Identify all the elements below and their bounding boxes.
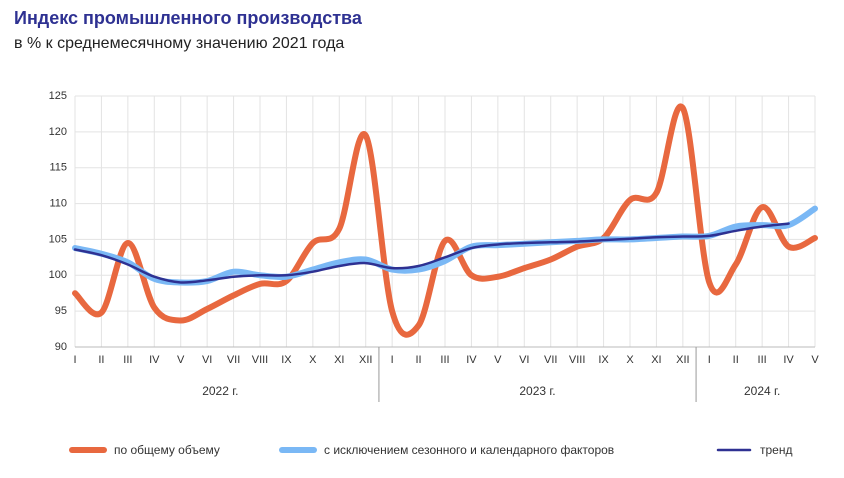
y-tick-label: 100 — [49, 269, 67, 281]
x-tick-label: XI — [334, 354, 344, 366]
x-tick-label: II — [98, 354, 104, 366]
year-label: 2023 г. — [519, 384, 555, 398]
x-tick-label: I — [391, 354, 394, 366]
x-tick-label: IV — [783, 354, 794, 366]
x-tick-label: XII — [359, 354, 372, 366]
line-series — [73, 222, 790, 284]
x-tick-label: V — [811, 354, 819, 366]
x-tick-label: X — [626, 354, 634, 366]
x-tick-label: VIII — [569, 354, 586, 366]
legend-label: по общему объему — [114, 443, 220, 457]
x-tick-label: IV — [466, 354, 477, 366]
x-tick-label: V — [494, 354, 502, 366]
x-tick-label: V — [177, 354, 185, 366]
line-series — [72, 103, 818, 338]
x-tick-label: VII — [227, 354, 240, 366]
x-tick-label: VI — [202, 354, 212, 366]
x-tick-label: X — [309, 354, 317, 366]
x-tick-label: VIII — [252, 354, 269, 366]
x-tick-label: III — [440, 354, 449, 366]
y-tick-label: 125 — [49, 90, 67, 102]
x-tick-label: XI — [651, 354, 661, 366]
y-tick-label: 115 — [49, 162, 67, 174]
legend-label: с исключением сезонного и календарного ф… — [324, 443, 614, 457]
x-tick-label: I — [73, 354, 76, 366]
legend-label: тренд — [760, 443, 792, 457]
y-tick-label: 105 — [49, 233, 67, 245]
chart-subtitle: в % к среднемесячному значению 2021 года — [14, 35, 344, 52]
y-tick-label: 95 — [55, 305, 67, 317]
x-tick-label: II — [733, 354, 739, 366]
x-tick-label: III — [758, 354, 767, 366]
x-tick-label: IX — [598, 354, 609, 366]
year-label: 2024 г. — [744, 384, 780, 398]
y-tick-label: 110 — [49, 197, 67, 209]
x-tick-label: VI — [519, 354, 529, 366]
x-tick-label: III — [123, 354, 132, 366]
x-tick-label: XII — [676, 354, 689, 366]
x-tick-label: IV — [149, 354, 160, 366]
year-label: 2022 г. — [202, 384, 238, 398]
x-tick-label: I — [708, 354, 711, 366]
x-tick-label: II — [416, 354, 422, 366]
x-tick-label: VII — [544, 354, 557, 366]
y-tick-label: 90 — [55, 341, 67, 353]
chart-title: Индекс промышленного производства — [14, 8, 363, 28]
x-tick-label: IX — [281, 354, 292, 366]
y-tick-label: 120 — [49, 126, 67, 138]
